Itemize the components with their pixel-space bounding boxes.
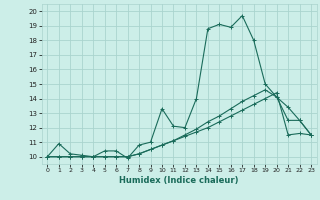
X-axis label: Humidex (Indice chaleur): Humidex (Indice chaleur) — [119, 176, 239, 185]
